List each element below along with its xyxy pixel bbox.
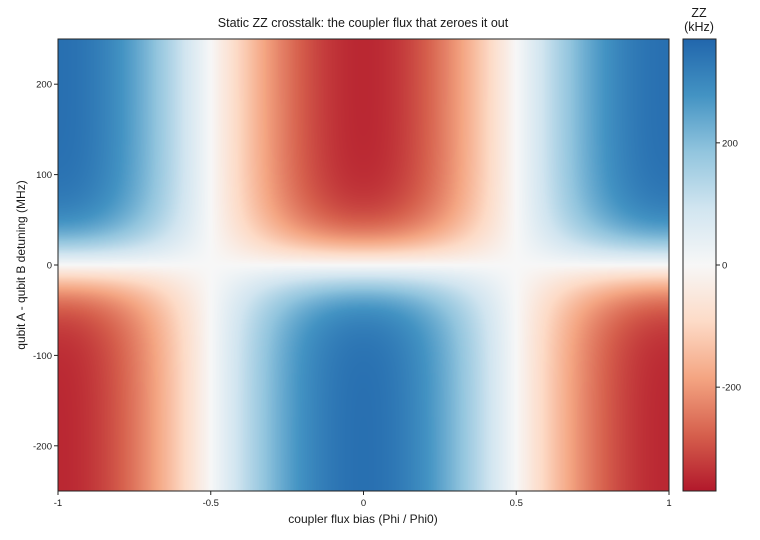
y-axis-label: qubit A - qubit B detuning (MHz) [14, 180, 28, 349]
colorbar-tick-label: 200 [722, 138, 738, 149]
colorbar-tick-label: 0 [722, 261, 727, 272]
colorbar-tick-label: -200 [722, 383, 741, 394]
colorbar-axis: -200 0 200 [716, 138, 741, 394]
x-axis: -1 -0.5 0 0.5 1 [54, 491, 672, 509]
colorbar-title-line1: ZZ [691, 6, 707, 20]
x-tick-label: 0.5 [510, 498, 523, 509]
y-tick-label: 100 [36, 170, 52, 181]
x-tick-label: 1 [666, 498, 671, 509]
y-tick-label: 0 [47, 261, 52, 272]
y-tick-label: -100 [33, 351, 52, 362]
x-axis-label: coupler flux bias (Phi / Phi0) [288, 512, 437, 526]
chart-title: Static ZZ crosstalk: the coupler flux th… [218, 16, 509, 30]
x-tick-label: -0.5 [203, 498, 219, 509]
heatmap-plot-area [58, 39, 669, 491]
colorbar-title-line2: (kHz) [684, 20, 714, 34]
colorbar [682, 38, 717, 492]
x-tick-label: -1 [54, 498, 62, 509]
x-tick-label: 0 [361, 498, 366, 509]
y-tick-label: 200 [36, 80, 52, 91]
y-tick-label: -200 [33, 441, 52, 452]
y-axis: -200 -100 0 100 200 [33, 80, 58, 452]
